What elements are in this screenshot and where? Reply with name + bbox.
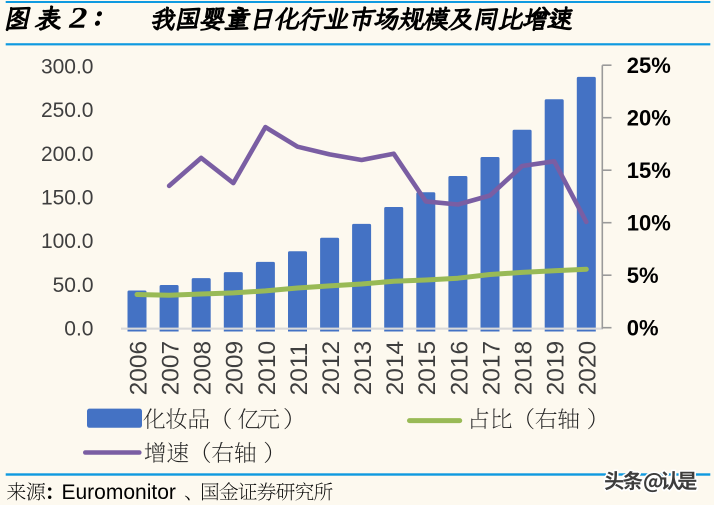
svg-text:2011: 2011	[286, 343, 313, 396]
svg-text:2008: 2008	[190, 341, 217, 396]
svg-text:2020: 2020	[575, 341, 602, 396]
svg-text:300.0: 300.0	[41, 56, 94, 79]
svg-text:2014: 2014	[382, 341, 409, 396]
svg-text:15%: 15%	[627, 158, 671, 183]
svg-text:10%: 10%	[627, 211, 671, 236]
svg-text:2009: 2009	[222, 341, 249, 396]
svg-text:2019: 2019	[543, 341, 570, 396]
svg-text:2013: 2013	[350, 341, 377, 396]
svg-text:50.0: 50.0	[53, 274, 94, 297]
svg-text:Euromonitor: Euromonitor	[62, 481, 176, 504]
svg-text:2007: 2007	[158, 341, 185, 396]
svg-text:150.0: 150.0	[41, 187, 94, 210]
svg-text:25%: 25%	[627, 53, 671, 78]
svg-text:100.0: 100.0	[41, 230, 94, 253]
svg-text:2012: 2012	[318, 341, 345, 396]
svg-text:250.0: 250.0	[41, 99, 94, 122]
svg-text:2018: 2018	[511, 341, 538, 396]
svg-text:2016: 2016	[446, 341, 473, 396]
svg-text:2017: 2017	[478, 341, 505, 396]
svg-text:20%: 20%	[627, 106, 671, 131]
svg-text:2006: 2006	[125, 341, 152, 396]
svg-text:0%: 0%	[627, 316, 659, 341]
svg-text:5%: 5%	[627, 263, 659, 288]
svg-text:0.0: 0.0	[64, 318, 93, 341]
svg-text:2015: 2015	[414, 341, 441, 396]
svg-text:200.0: 200.0	[41, 143, 94, 166]
svg-text:2010: 2010	[254, 341, 281, 396]
